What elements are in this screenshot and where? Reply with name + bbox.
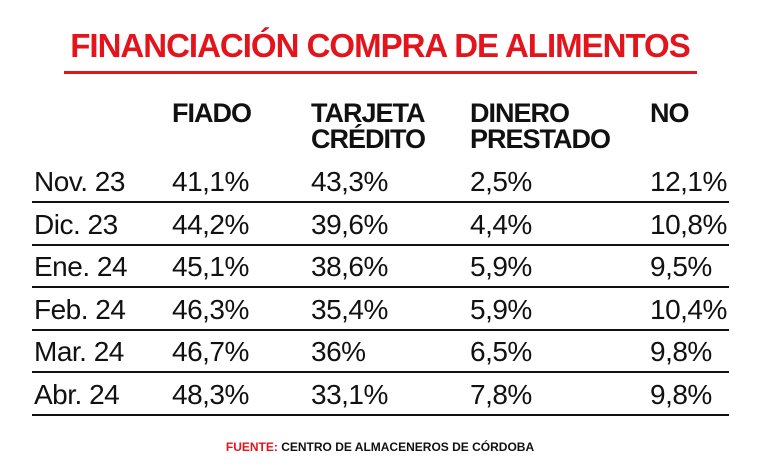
table-cell-dinero: 6,5% bbox=[470, 336, 532, 367]
table-cell-tarjeta: 38,6% bbox=[311, 251, 388, 282]
row-label: Abr. 24 bbox=[34, 378, 120, 410]
table-cell-fiado: 46,7% bbox=[172, 336, 249, 367]
row-label: Nov. 23 bbox=[34, 166, 125, 197]
table-cell-tarjeta: 35,4% bbox=[311, 293, 388, 325]
chart-title: FINANCIACIÓN COMPRA DE ALIMENTOS bbox=[70, 27, 690, 64]
row-label: Feb. 24 bbox=[34, 293, 126, 325]
table-cell-fiado: 45,1% bbox=[172, 251, 249, 282]
table-cell-no: 10,8% bbox=[650, 208, 727, 240]
table-cell-dinero: 5,9% bbox=[470, 293, 532, 325]
table-cell-no: 10,4% bbox=[650, 293, 727, 325]
column-header-dinero: DINERO PRESTADO bbox=[470, 98, 611, 154]
table-cell-no: 9,8% bbox=[650, 336, 712, 367]
table-cell-fiado: 48,3% bbox=[172, 378, 249, 410]
title-underline bbox=[64, 71, 697, 74]
table-cell-tarjeta: 39,6% bbox=[311, 208, 388, 240]
row-divider bbox=[32, 413, 729, 416]
row-label: Ene. 24 bbox=[34, 251, 128, 282]
column-header-line: CRÉDITO bbox=[311, 124, 426, 154]
table-cell-tarjeta: 33,1% bbox=[311, 378, 388, 410]
table-cell-dinero: 4,4% bbox=[470, 208, 532, 240]
column-header-fiado: FIADO bbox=[172, 98, 252, 128]
column-header-tarjeta: TARJETA CRÉDITO bbox=[311, 98, 426, 154]
row-divider bbox=[32, 371, 729, 373]
row-label: Mar. 24 bbox=[34, 336, 124, 367]
row-divider bbox=[32, 328, 729, 331]
column-header-line: NO bbox=[650, 98, 689, 128]
row-divider bbox=[32, 201, 729, 203]
table-cell-fiado: 41,1% bbox=[172, 166, 249, 197]
table-cell-no: 9,5% bbox=[650, 251, 712, 282]
table-cell-no: 12,1% bbox=[650, 166, 727, 197]
source-note: FUENTE: CENTRO DE ALMACENEROS DE CÓRDOBA bbox=[0, 440, 760, 454]
row-divider bbox=[32, 243, 729, 246]
row-divider bbox=[32, 286, 729, 288]
source-label: FUENTE: bbox=[225, 440, 278, 454]
table-cell-tarjeta: 36% bbox=[311, 336, 366, 367]
table-cell-fiado: 44,2% bbox=[172, 208, 249, 240]
column-header-line: PRESTADO bbox=[470, 124, 611, 154]
table-cell-no: 9,8% bbox=[650, 378, 712, 410]
table-cell-tarjeta: 43,3% bbox=[311, 166, 388, 197]
table-cell-fiado: 46,3% bbox=[172, 293, 249, 325]
column-header-no: NO bbox=[650, 98, 689, 128]
source-text: CENTRO DE ALMACENEROS DE CÓRDOBA bbox=[281, 440, 535, 454]
column-header-line: DINERO bbox=[470, 98, 570, 128]
column-header-line: TARJETA bbox=[311, 98, 426, 128]
table-cell-dinero: 7,8% bbox=[470, 378, 532, 410]
table-cell-dinero: 2,5% bbox=[470, 166, 532, 197]
table-cell-dinero: 5,9% bbox=[470, 251, 532, 282]
column-header-line: FIADO bbox=[172, 98, 252, 128]
row-label: Dic. 23 bbox=[34, 208, 118, 240]
